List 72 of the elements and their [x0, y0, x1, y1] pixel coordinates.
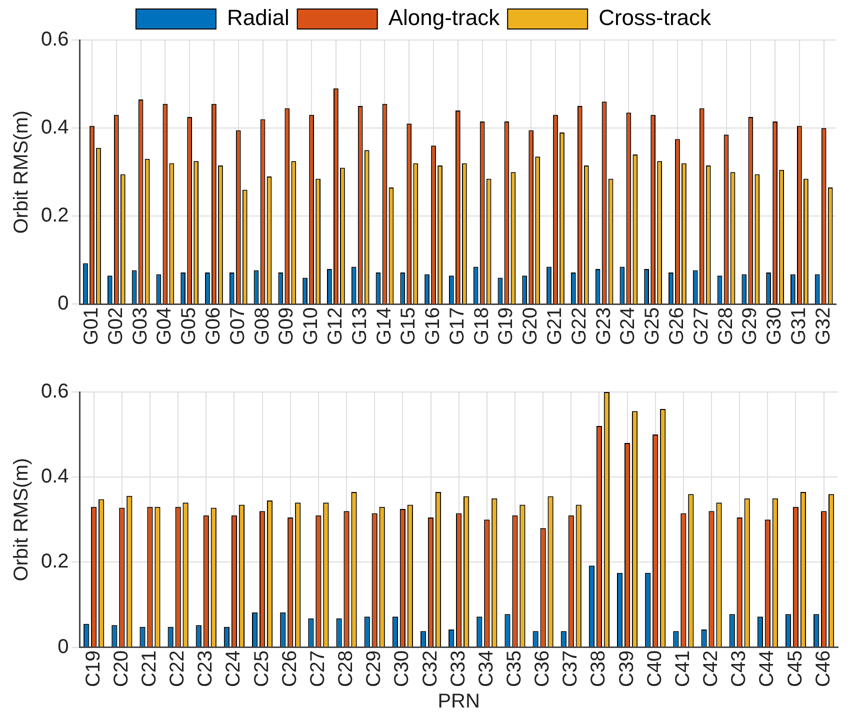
x-tick-label: C46: [812, 650, 834, 688]
legend-label: Along-track: [388, 5, 501, 30]
x-tick-label: C34: [475, 650, 498, 688]
x-tick-label: C45: [784, 650, 806, 688]
x-tick-label: G08: [251, 307, 274, 346]
x-tick-label: G29: [739, 307, 762, 346]
x-tick-label: C24: [222, 650, 245, 688]
x-tick-label: C38: [588, 650, 610, 688]
x-tick-label: G13: [348, 307, 371, 346]
x-tick-label: C40: [644, 650, 666, 688]
x-tick-label: G10: [300, 307, 322, 346]
x-tick-label: C27: [306, 650, 329, 688]
x-tick-label: G22: [568, 307, 590, 346]
x-tick-label: G30: [764, 307, 786, 346]
y-tick-label: 0.6: [40, 28, 69, 51]
x-tick-label: G26: [666, 307, 688, 346]
x-tick-label: G19: [495, 307, 518, 346]
x-tick-label: C22: [166, 650, 189, 688]
x-tick-label: C26: [278, 650, 301, 688]
x-tick-label: C42: [700, 650, 722, 688]
x-tick-label: C28: [335, 650, 358, 688]
x-tick-label: C39: [616, 650, 638, 688]
x-tick-label: G17: [446, 307, 468, 346]
y-axis-title: Orbit RMS(m): [10, 458, 33, 582]
x-tick-label: C43: [728, 650, 750, 688]
x-tick-label: C33: [447, 650, 470, 688]
x-tick-label: C36: [532, 650, 554, 688]
x-tick-label: G12: [324, 307, 346, 346]
x-tick-label: G32: [812, 307, 834, 346]
y-tick-label: 0: [58, 292, 69, 315]
x-tick-label: G21: [544, 307, 566, 346]
legend-label: Cross-track: [598, 5, 712, 30]
x-tick-label: G03: [129, 307, 152, 346]
x-axis-title: PRN: [438, 690, 480, 713]
x-tick-label: G09: [276, 307, 298, 346]
x-tick-label: G23: [592, 307, 615, 346]
x-tick-label: G14: [373, 307, 396, 346]
x-tick-label: G04: [154, 307, 176, 346]
x-tick-label: G06: [202, 307, 224, 346]
x-tick-label: C20: [110, 650, 132, 688]
x-tick-label: G27: [690, 307, 712, 346]
x-tick-label: C30: [391, 650, 414, 688]
x-tick-label: C35: [503, 650, 526, 688]
x-tick-label: G18: [470, 307, 493, 346]
y-tick-label: 0.2: [40, 550, 69, 573]
x-tick-label: G31: [788, 307, 810, 346]
x-tick-label: G02: [104, 307, 127, 346]
y-tick-label: 0: [58, 636, 69, 658]
x-tick-label: C25: [250, 650, 273, 688]
x-tick-label: C29: [363, 650, 386, 688]
x-tick-label: G15: [398, 307, 420, 346]
x-tick-label: C41: [672, 650, 694, 688]
y-tick-label: 0.2: [40, 204, 69, 227]
y-tick-label: 0.6: [40, 380, 69, 403]
x-tick-label: G05: [178, 307, 200, 346]
x-tick-label: G28: [714, 307, 737, 346]
x-tick-label: G16: [422, 307, 444, 346]
x-tick-label: G20: [520, 307, 542, 346]
legend-label: Radial: [226, 5, 290, 30]
y-tick-label: 0.4: [40, 466, 69, 488]
x-tick-label: C19: [82, 650, 104, 688]
x-tick-label: G07: [226, 307, 249, 346]
x-tick-label: C37: [560, 650, 582, 688]
x-tick-label: C21: [138, 650, 161, 688]
x-tick-label: G24: [617, 307, 640, 346]
y-tick-label: 0.4: [40, 116, 69, 139]
x-tick-label: C44: [756, 650, 778, 688]
x-tick-label: G25: [642, 307, 664, 346]
x-tick-label: G01: [80, 307, 103, 346]
x-tick-label: C23: [194, 650, 217, 688]
y-axis-title: Orbit RMS(m): [10, 110, 33, 234]
x-tick-label: C32: [419, 650, 442, 688]
